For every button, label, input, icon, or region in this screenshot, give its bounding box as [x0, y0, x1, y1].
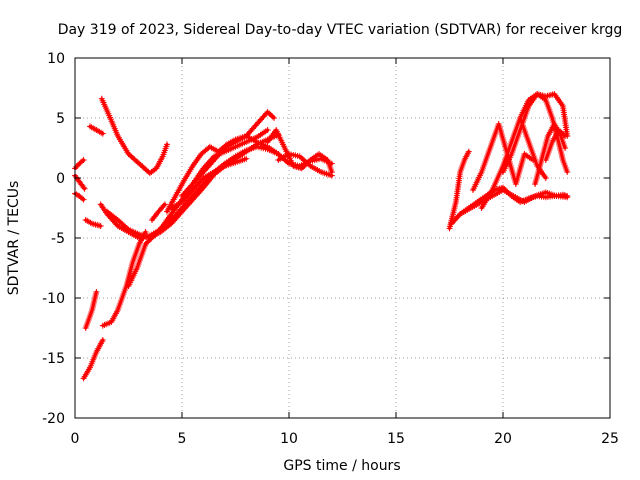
series-15 — [179, 109, 277, 199]
y-tick-labels: -20 -15 -10 -5 0 5 10 — [42, 51, 65, 427]
series-markers — [542, 127, 569, 163]
series-markers — [168, 155, 250, 211]
series-markers — [149, 201, 168, 223]
series-markers — [99, 229, 149, 329]
x-tick-label: 5 — [178, 431, 187, 447]
series-markers — [179, 109, 277, 199]
y-tick-label: -5 — [51, 231, 65, 247]
series-16 — [168, 155, 250, 211]
series-7 — [82, 289, 100, 331]
series-markers — [98, 95, 170, 177]
series-6 — [98, 95, 170, 177]
series-13 — [149, 201, 168, 223]
series-markers — [275, 151, 335, 179]
series-11 — [104, 131, 282, 241]
series-markers — [87, 123, 106, 137]
series-markers — [82, 289, 100, 331]
series-2 — [72, 190, 87, 203]
y-tick-label: -20 — [42, 411, 65, 427]
series-markers — [80, 337, 106, 382]
series-23 — [478, 115, 549, 211]
data-series-group — [72, 91, 571, 382]
series-line — [127, 128, 270, 288]
series-markers — [72, 172, 88, 192]
series-markers — [448, 184, 571, 227]
series-3 — [72, 172, 88, 192]
series-19 — [446, 148, 472, 232]
x-tick-label: 25 — [601, 431, 619, 447]
series-9 — [99, 229, 149, 329]
x-tick-labels: 0 5 10 15 20 25 — [71, 431, 619, 447]
y-tick-label: -15 — [42, 351, 65, 367]
x-tick-label: 15 — [387, 431, 405, 447]
series-8 — [80, 337, 106, 382]
series-18 — [275, 151, 335, 179]
y-axis-label: SDTVAR / TECUs — [6, 181, 22, 296]
x-axis-label: GPS time / hours — [283, 458, 400, 474]
series-markers — [82, 217, 104, 229]
series-5 — [87, 123, 106, 137]
series-20 — [448, 184, 571, 227]
y-tick-label: 5 — [56, 111, 65, 127]
grid — [75, 58, 610, 418]
x-tick-label: 0 — [71, 431, 80, 447]
chart-title: Day 319 of 2023, Sidereal Day-to-day VTE… — [58, 22, 623, 38]
y-tick-label: 0 — [56, 171, 65, 187]
y-tick-label: -10 — [42, 291, 65, 307]
series-4 — [82, 217, 104, 229]
x-tick-label: 20 — [494, 431, 512, 447]
series-27 — [542, 127, 569, 163]
x-tick-label: 10 — [280, 431, 298, 447]
series-markers — [478, 115, 549, 211]
axis-ticks — [74, 57, 611, 419]
y-tick-label: 10 — [47, 51, 65, 67]
series-17 — [264, 127, 335, 175]
series-1 — [72, 157, 87, 172]
